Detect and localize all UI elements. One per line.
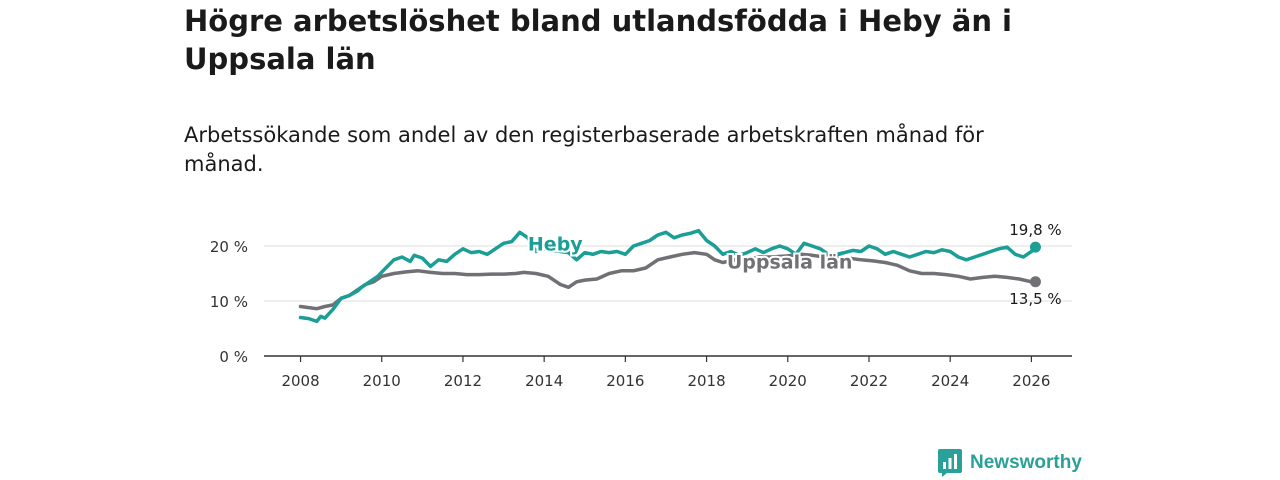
x-tick-label: 2024: [931, 372, 969, 390]
x-tick-label: 2018: [687, 372, 725, 390]
chart-title: Högre arbetslöshet bland utlandsfödda i …: [184, 4, 1013, 76]
y-tick-label: 20 %: [210, 238, 248, 256]
x-tick-label: 2008: [281, 372, 319, 390]
uppsala-end-point: [1029, 276, 1041, 288]
heby-end-label: 19,8 %: [1009, 221, 1061, 239]
x-tick-label: 2022: [850, 372, 888, 390]
heby-line: [298, 228, 1038, 324]
heby-end-point: [1029, 241, 1041, 253]
x-tick-label: 2012: [444, 372, 482, 390]
x-tick-label: 2026: [1012, 372, 1050, 390]
x-tick-label: 2010: [363, 372, 401, 390]
chart-subtitle: Arbetssökande som andel av den registerb…: [184, 123, 984, 176]
x-tick-label: 2020: [769, 372, 807, 390]
brand: Newsworthy: [938, 449, 1082, 477]
x-tick-label: 2014: [525, 372, 563, 390]
newsworthy-logo-icon: [938, 449, 962, 477]
brand-name: Newsworthy: [970, 452, 1082, 473]
uppsala-line: [298, 250, 1038, 311]
uppsala-end-label: 13,5 %: [1009, 290, 1061, 308]
uppsala-series-label: Uppsala län: [727, 252, 853, 274]
y-tick-label: 0 %: [219, 348, 248, 366]
heby-series-label: Heby: [528, 233, 583, 255]
y-tick-label: 10 %: [210, 293, 248, 311]
x-tick-label: 2016: [606, 372, 644, 390]
